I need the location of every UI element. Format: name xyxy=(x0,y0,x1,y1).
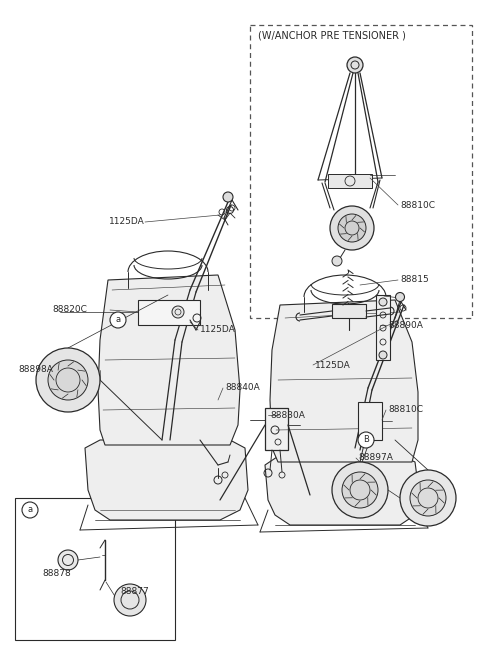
Text: 88810C: 88810C xyxy=(400,200,435,210)
Circle shape xyxy=(172,306,184,318)
Text: 88878: 88878 xyxy=(42,569,71,578)
Text: (W/ANCHOR PRE TENSIONER ): (W/ANCHOR PRE TENSIONER ) xyxy=(258,31,406,41)
Text: 88830A: 88830A xyxy=(270,411,305,419)
Bar xyxy=(358,402,382,440)
Circle shape xyxy=(48,360,88,400)
Circle shape xyxy=(410,480,446,516)
Text: 88898A: 88898A xyxy=(18,365,53,375)
Text: a: a xyxy=(27,506,33,514)
Text: B: B xyxy=(363,436,369,445)
Bar xyxy=(376,295,390,360)
Circle shape xyxy=(358,432,374,448)
Circle shape xyxy=(22,502,38,518)
Circle shape xyxy=(379,351,387,359)
Bar xyxy=(250,25,472,318)
Circle shape xyxy=(396,293,405,301)
Text: a: a xyxy=(115,316,120,324)
Text: 88840A: 88840A xyxy=(225,383,260,392)
Text: 88890A: 88890A xyxy=(388,320,423,329)
Text: 88820C: 88820C xyxy=(52,305,87,314)
Bar xyxy=(15,498,175,640)
Circle shape xyxy=(330,206,374,250)
Bar xyxy=(328,174,372,188)
Circle shape xyxy=(58,550,78,570)
Text: 1125DA: 1125DA xyxy=(200,326,236,335)
Circle shape xyxy=(223,192,233,202)
Bar xyxy=(265,408,288,450)
Text: 88815: 88815 xyxy=(400,276,429,284)
Circle shape xyxy=(110,312,126,328)
Circle shape xyxy=(400,470,456,526)
Polygon shape xyxy=(265,455,420,525)
Bar xyxy=(138,300,200,325)
Polygon shape xyxy=(98,275,240,445)
Circle shape xyxy=(379,298,387,306)
Circle shape xyxy=(332,462,388,518)
Circle shape xyxy=(332,256,342,266)
Polygon shape xyxy=(85,440,248,520)
Circle shape xyxy=(347,57,363,73)
Circle shape xyxy=(114,584,146,616)
Text: 1125DA: 1125DA xyxy=(109,217,145,227)
Text: 88877: 88877 xyxy=(120,588,149,597)
Circle shape xyxy=(338,214,366,242)
Text: 1125DA: 1125DA xyxy=(315,360,351,369)
Bar xyxy=(332,304,366,318)
Polygon shape xyxy=(270,300,418,462)
Text: 88897A: 88897A xyxy=(358,453,393,462)
Circle shape xyxy=(36,348,100,412)
Text: 88810C: 88810C xyxy=(388,405,423,415)
Circle shape xyxy=(342,472,378,508)
